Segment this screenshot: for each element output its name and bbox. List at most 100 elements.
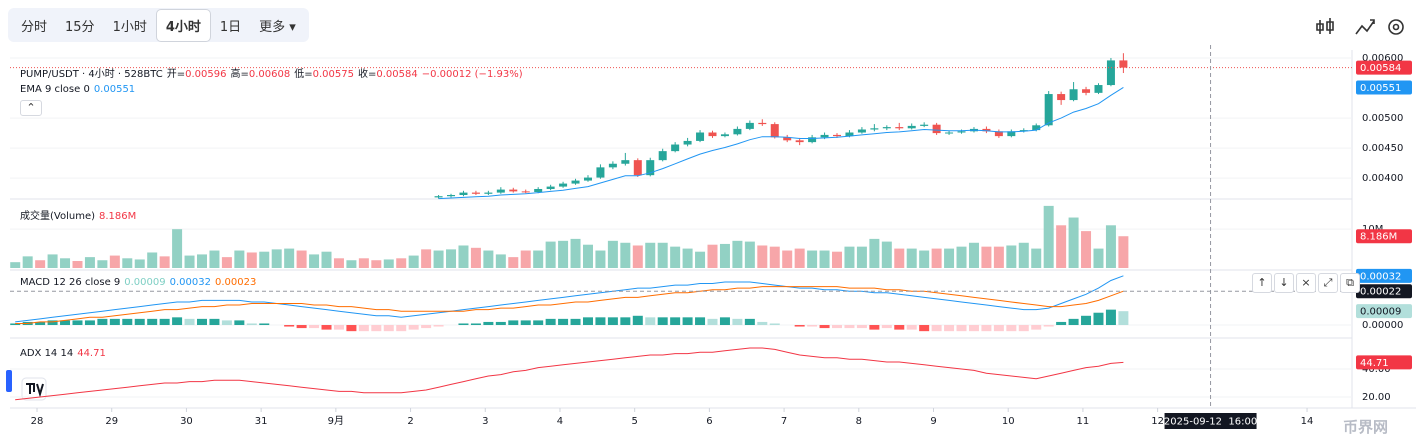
candle-body	[696, 132, 705, 141]
candle-body	[596, 167, 605, 178]
volume-bar	[1105, 225, 1116, 268]
volume-bar	[246, 252, 257, 268]
volume-bar	[1081, 231, 1092, 268]
macd-histogram-bar	[844, 325, 855, 329]
volume-bar	[22, 256, 33, 268]
volume-bar	[582, 244, 593, 268]
volume-bar	[309, 254, 320, 268]
candle-body	[459, 192, 468, 195]
macd-histogram-bar	[296, 325, 307, 329]
volume-bar	[383, 259, 394, 268]
candle-body	[857, 129, 866, 133]
y-tick-label: 0.00000	[1362, 320, 1403, 331]
volume-bar	[47, 254, 58, 268]
volume-bar	[956, 246, 967, 268]
volume-bar	[271, 249, 282, 268]
symbol-title: PUMP/USDT · 4小时 · 528BTC	[20, 69, 163, 80]
top-icons	[1316, 18, 1404, 35]
interval-tab[interactable]: 4小时	[155, 8, 211, 42]
macd-legend-value: 0.00023	[214, 277, 257, 288]
macd-histogram-bar	[682, 317, 693, 326]
adx-legend: ADX 14 14 44.71	[20, 348, 110, 359]
y-tick-label: 0.00450	[1362, 143, 1403, 154]
macd-histogram-bar	[1081, 315, 1092, 326]
volume-bar	[109, 255, 120, 268]
ema-price-label-box	[1356, 80, 1412, 95]
candle-body	[994, 131, 1003, 137]
macd-histogram-bar	[558, 318, 569, 326]
macd-histogram-bar	[483, 321, 494, 326]
candle-body	[957, 131, 966, 133]
x-tick-label: 5	[631, 416, 637, 427]
candle-body	[546, 186, 555, 189]
side-tab[interactable]	[6, 370, 12, 392]
volume-bar	[421, 249, 432, 268]
move-down-button[interactable]: ↓	[1274, 273, 1294, 293]
macd-histogram-bar	[944, 325, 955, 332]
volume-bar	[321, 251, 332, 268]
candle-body	[982, 128, 991, 132]
macd-histogram-bar	[122, 318, 133, 326]
interval-tab[interactable]: 1日	[219, 19, 242, 35]
interval-tab[interactable]: 分时	[21, 19, 48, 35]
volume-bar	[147, 252, 158, 268]
candle-body	[870, 128, 879, 130]
interval-tab[interactable]: 更多 ▾	[259, 19, 296, 35]
candle-body	[795, 140, 804, 143]
volume-bar	[695, 251, 706, 268]
macd-histogram-bar	[1056, 321, 1067, 326]
macd-histogram-bar	[470, 323, 481, 326]
adx-line	[15, 347, 1124, 401]
collapse-button[interactable]: ⌃	[20, 100, 42, 116]
macd-histogram-bar	[358, 325, 369, 332]
volume-bar	[1018, 242, 1029, 268]
move-up-button[interactable]: ↑	[1252, 273, 1272, 293]
volume-bar	[159, 256, 170, 268]
candle-body	[621, 160, 630, 164]
candle-body	[720, 134, 729, 137]
volume-bar	[1118, 236, 1129, 268]
y-tick-label: 0.00600	[1362, 53, 1403, 64]
macd-histogram-bar	[1018, 325, 1029, 332]
volume-bar	[10, 262, 21, 268]
macd-histogram-bar	[520, 320, 531, 326]
price-legend: PUMP/USDT · 4小时 · 528BTC 开=0.00596 高=0.006…	[20, 65, 527, 80]
macd-histogram-bar	[981, 325, 992, 332]
interval-tab[interactable]: 1小时	[112, 19, 147, 35]
volume-bar	[769, 246, 780, 268]
volume-bar	[682, 248, 693, 268]
macd-histogram-bar	[333, 325, 344, 330]
candle-body	[583, 177, 592, 181]
close-button[interactable]: ×	[1296, 273, 1316, 293]
macd-histogram-bar	[321, 325, 332, 330]
adx-value-label-box	[1356, 355, 1412, 370]
macd-histogram-bar	[570, 318, 581, 326]
macd-histogram-bar	[794, 325, 805, 327]
macd-histogram-bar	[894, 325, 905, 330]
x-tick-label: 4	[557, 416, 563, 427]
candle-body	[633, 160, 642, 176]
volume-bar	[919, 250, 930, 268]
adx-value: 44.71	[77, 348, 106, 359]
maximize-button[interactable]: ⤢	[1318, 273, 1338, 293]
interval-tab[interactable]: 15分	[65, 19, 95, 35]
volume-label-box	[1356, 229, 1412, 244]
macd-histogram-bar	[84, 320, 95, 326]
macd-value-label-box	[1356, 268, 1412, 283]
settings-button[interactable]: ⧉	[1340, 273, 1360, 293]
macd-histogram-bar	[1006, 325, 1017, 332]
candle-body	[559, 183, 568, 187]
last-price-label: 0.00584	[1360, 63, 1401, 74]
x-tick-label: 11	[1077, 416, 1090, 427]
candle-body	[1094, 85, 1103, 93]
ohlc-value: 0.00596	[185, 69, 227, 80]
candle-body	[608, 163, 617, 168]
x-tick-label: 14	[1301, 416, 1314, 427]
volume-bar	[719, 243, 730, 268]
macd-title: MACD 12 26 close 9	[20, 277, 121, 288]
candle-body	[1007, 131, 1016, 137]
macd-histogram-bar	[209, 318, 220, 326]
signal-value-label: 0.00022	[1360, 287, 1401, 298]
volume-bar	[993, 246, 1004, 268]
